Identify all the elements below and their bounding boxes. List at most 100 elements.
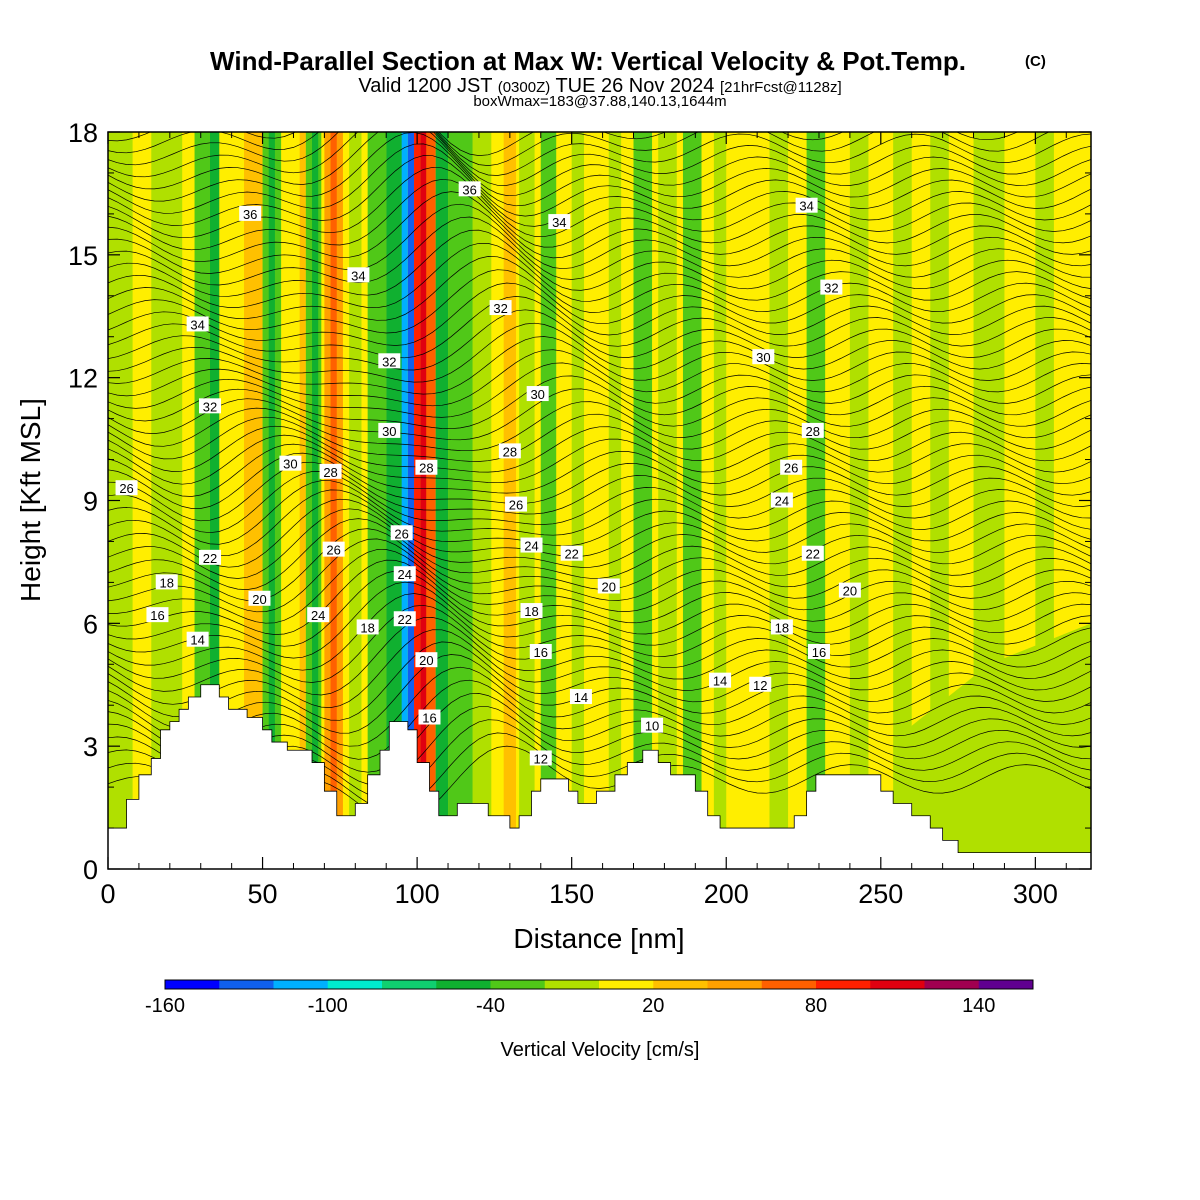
theta-contour [108, 666, 1091, 747]
colorbar-swatch [870, 980, 925, 989]
velocity-band [299, 132, 306, 869]
svg-text:18: 18 [360, 620, 374, 635]
velocity-band [426, 132, 436, 869]
velocity-band [210, 132, 220, 869]
svg-text:24: 24 [311, 608, 325, 623]
svg-text:32: 32 [824, 281, 838, 296]
svg-text:24: 24 [398, 567, 412, 582]
svg-text:24: 24 [524, 539, 538, 554]
theta-contour [108, 242, 1091, 309]
theta-label: 22 [560, 545, 583, 562]
theta-label: 20 [838, 582, 861, 599]
svg-text:14: 14 [713, 674, 727, 689]
velocity-band [608, 132, 622, 869]
colorbar-swatch [653, 980, 708, 989]
theta-contour [108, 349, 1091, 407]
velocity-band [893, 132, 912, 869]
svg-text:32: 32 [382, 354, 396, 369]
colorbar-swatch [165, 980, 220, 989]
theta-label: 34 [548, 214, 571, 230]
svg-text:26: 26 [119, 481, 133, 496]
theta-contour [108, 229, 1091, 297]
theta-contour [108, 617, 1091, 696]
x-tick-label: 0 [100, 879, 115, 909]
velocity-band [540, 132, 557, 869]
theta-contour [108, 461, 1091, 522]
svg-text:30: 30 [382, 424, 396, 439]
theta-contour [108, 336, 1091, 395]
theta-contour [108, 282, 1091, 346]
colorbar-swatch [599, 980, 654, 989]
theta-contour [108, 132, 1019, 156]
svg-text:34: 34 [552, 215, 566, 230]
svg-text:26: 26 [509, 498, 523, 513]
theta-contour [108, 322, 1091, 383]
colorbar-swatch [978, 980, 1034, 989]
theta-contour [108, 166, 1091, 239]
theta-label: 22 [801, 545, 824, 562]
theta-contour [108, 143, 1091, 217]
svg-text:28: 28 [419, 461, 433, 476]
theta-label: 28 [498, 443, 521, 459]
svg-text:20: 20 [843, 584, 857, 599]
svg-text:26: 26 [784, 461, 798, 476]
svg-text:12: 12 [753, 678, 767, 693]
theta-label: 36 [458, 181, 481, 197]
theta-label: 12 [749, 676, 772, 693]
svg-text:30: 30 [756, 350, 770, 365]
theta-label: 10 [641, 717, 664, 734]
svg-text:18: 18 [159, 575, 173, 590]
theta-label: 24 [393, 566, 416, 582]
theta-label: 22 [393, 611, 416, 627]
svg-text:30: 30 [530, 387, 544, 402]
svg-text:20: 20 [252, 592, 266, 607]
svg-text:26: 26 [394, 526, 408, 541]
theta-contour [108, 518, 1091, 590]
theta-label: 20 [415, 652, 438, 668]
y-tick-label: 3 [83, 732, 98, 762]
theta-contour [108, 559, 1091, 635]
theta-label: 30 [526, 386, 549, 402]
theta-contour [108, 570, 1091, 647]
velocity-band [244, 132, 263, 869]
theta-contour [108, 434, 1091, 485]
theta-label: 24 [770, 492, 793, 509]
theta-label: 30 [378, 422, 401, 439]
svg-text:16: 16 [422, 711, 436, 726]
potential-temperature-labels: 36 34 32 26 22 18 16 14 20 30 28 26 24 18 34 32 30 28 26 24… [115, 181, 861, 766]
colorbar-tick-label: 20 [642, 995, 664, 1017]
theta-label: 32 [199, 398, 222, 414]
theta-label: 20 [248, 590, 271, 607]
theta-contour [108, 538, 1091, 613]
theta-contour [108, 508, 1091, 579]
colorbar-swatch [382, 980, 437, 989]
x-tick-label: 200 [704, 879, 749, 909]
svg-text:12: 12 [534, 751, 548, 766]
theta-contour [108, 216, 1091, 286]
svg-text:32: 32 [203, 399, 217, 414]
velocity-band [682, 132, 702, 869]
velocity-band [268, 132, 275, 869]
svg-text:22: 22 [564, 547, 578, 562]
valid-utc: (0300Z) [498, 79, 551, 96]
velocity-band [312, 132, 319, 869]
svg-text:34: 34 [190, 317, 204, 332]
copyright-mark: (C) [1025, 53, 1046, 70]
theta-contour [108, 480, 1091, 545]
colorbar-swatch [490, 980, 546, 989]
svg-text:24: 24 [775, 494, 789, 509]
potential-temperature-contours [108, 132, 1091, 823]
theta-contour [108, 178, 1091, 251]
theta-label: 26 [780, 459, 803, 476]
theta-label: 24 [520, 537, 543, 554]
theta-contour [108, 132, 1091, 186]
colorbar-swatch [816, 980, 871, 989]
colorbar-swatch [544, 980, 600, 989]
theta-contour [108, 296, 1091, 359]
velocity-band [401, 132, 408, 869]
x-tick-label: 50 [248, 879, 278, 909]
svg-text:34: 34 [351, 268, 365, 283]
theta-label: 14 [709, 672, 732, 689]
colorbar-swatch [273, 980, 329, 989]
theta-contour [108, 132, 1050, 166]
